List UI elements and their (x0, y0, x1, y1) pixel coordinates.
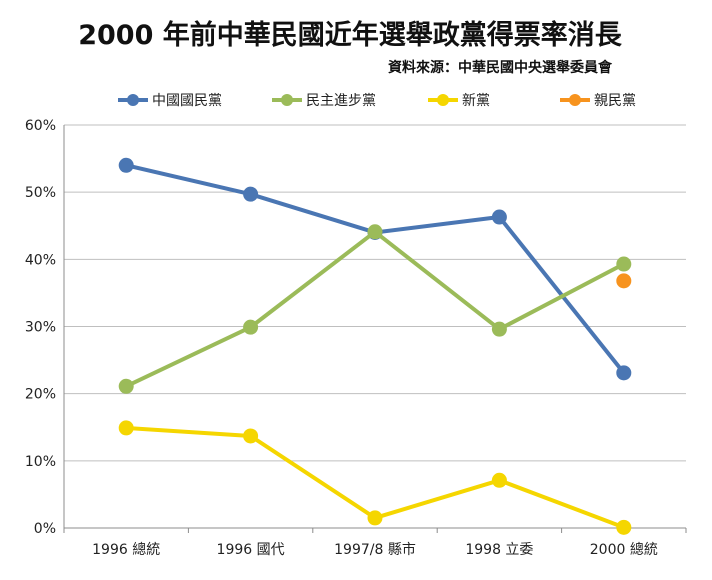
legend-item: 民主進步黨 (272, 93, 376, 109)
data-point (243, 319, 259, 335)
data-point (616, 273, 632, 289)
data-point (491, 321, 507, 337)
legend-marker (281, 94, 293, 106)
data-point (616, 256, 632, 272)
legend-marker (127, 94, 139, 106)
series-layer (118, 157, 632, 535)
data-point (243, 428, 259, 444)
legend-item: 中國國民黨 (118, 93, 222, 109)
y-tick-label: 20% (25, 387, 56, 403)
y-tick-label: 0% (34, 521, 56, 537)
series-4 (616, 273, 632, 289)
data-point (616, 519, 632, 535)
series-2 (118, 224, 632, 394)
legend-label: 民主進步黨 (306, 93, 376, 109)
data-point (118, 420, 134, 436)
legend-label: 新黨 (462, 93, 490, 109)
data-point (118, 378, 134, 394)
legend-marker (437, 94, 449, 106)
x-tick-label: 1996 總統 (92, 541, 160, 558)
legend-item: 新黨 (428, 93, 490, 109)
y-axis: 0% 10% 20% 30% 40% 50% 60% (25, 118, 56, 537)
x-tick-label: 1997/8 縣市 (334, 541, 416, 558)
x-tick-label: 1998 立委 (465, 542, 533, 558)
y-tick-label: 50% (25, 185, 56, 201)
y-tick-label: 60% (25, 118, 56, 134)
x-tick-label: 2000 總統 (590, 541, 658, 558)
series-1 (118, 157, 632, 381)
legend-item: 親民黨 (560, 93, 636, 109)
chart-title: 2000 年前中華民國近年選舉政黨得票率消長 (78, 19, 623, 51)
y-tick-label: 10% (25, 454, 56, 470)
chart-subtitle: 資料來源：中華民國中央選舉委員會 (388, 59, 613, 76)
data-point (616, 365, 632, 381)
data-point (118, 157, 134, 173)
legend-label: 親民黨 (594, 93, 636, 109)
data-point (367, 224, 383, 240)
grid (63, 124, 686, 529)
y-tick-label: 40% (25, 252, 56, 268)
data-point (243, 186, 259, 202)
data-point (491, 209, 507, 225)
x-tick-label: 1996 國代 (217, 542, 285, 558)
series-3 (118, 420, 632, 535)
data-point (367, 510, 383, 526)
data-point (491, 472, 507, 488)
series-line (124, 229, 626, 389)
x-axis: 1996 總統 1996 國代 1997/8 縣市 1998 立委 2000 總統 (63, 528, 687, 558)
y-tick-label: 30% (25, 320, 56, 336)
legend: 中國國民黨 民主進步黨 新黨 親民黨 (118, 93, 636, 109)
legend-label: 中國國民黨 (152, 93, 222, 109)
legend-marker (569, 94, 581, 106)
series-line (124, 163, 626, 375)
